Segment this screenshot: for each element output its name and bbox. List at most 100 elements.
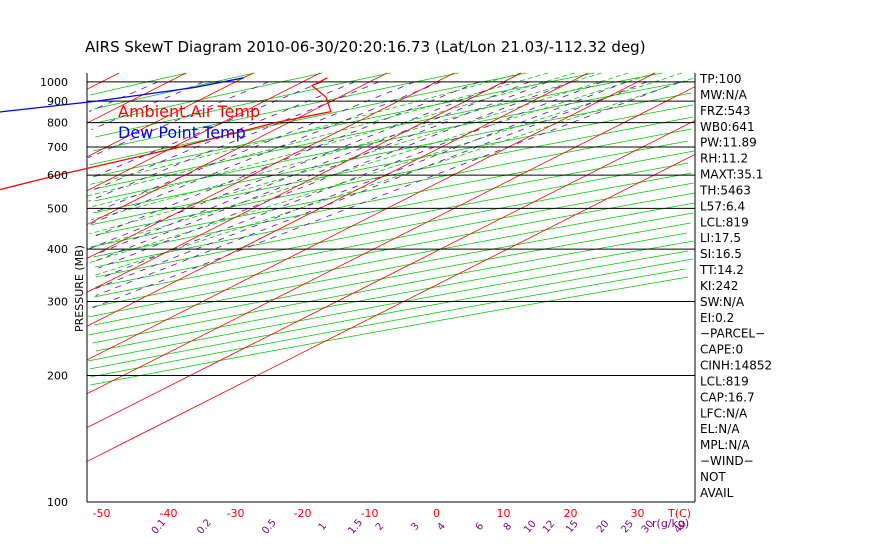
mixing-ratio-line	[92, 81, 627, 291]
bottom-temp-tick-label: 30	[631, 507, 645, 520]
dry-adiabat-line	[92, 232, 688, 344]
dry-adiabat-line	[95, 172, 692, 288]
pressure-tick-label: 200	[47, 370, 68, 383]
isotherm-line	[86, 72, 120, 90]
moist-adiabat-line	[93, 72, 656, 248]
moist-adiabat-line	[87, 72, 683, 264]
dry-adiabat-line	[89, 258, 693, 370]
pressure-tick-label: 400	[47, 243, 68, 256]
mixing-ratio-line	[98, 81, 572, 269]
stat-label: −WIND−	[700, 454, 754, 468]
stat-label: WB0:641	[700, 120, 755, 134]
mixing-ratio-line	[87, 81, 269, 159]
mixing-ratio-tick-label: 8	[502, 521, 515, 533]
bottom-temp-tick-label: -50	[93, 507, 111, 520]
dry-adiabat-line	[95, 162, 689, 278]
stat-label: LCL:819	[700, 374, 749, 388]
chart-title: AIRS SkewT Diagram 2010-06-30/20:20:16.7…	[85, 38, 646, 56]
mixing-ratio-line	[95, 81, 479, 237]
mixing-ratio-line	[95, 81, 648, 296]
stat-label: AVAIL	[700, 486, 734, 500]
mixing-ratio-line	[91, 81, 204, 130]
mixing-ratio-line	[90, 81, 355, 192]
dry-adiabat-line	[90, 128, 692, 248]
dry-adiabat-line	[92, 92, 692, 214]
mixing-ratio-line	[90, 81, 441, 224]
dry-adiabat-line	[90, 104, 694, 226]
bottom-temp-tick-label: 20	[564, 507, 578, 520]
stat-label: RH:11.2	[700, 152, 748, 166]
bottom-temp-tick-label: -20	[294, 507, 312, 520]
stat-label: CAPE:0	[700, 343, 743, 357]
isotherm-line	[86, 72, 388, 225]
legend-dew-point: Dew Point Temp	[118, 123, 246, 142]
stat-label: CAP:16.7	[700, 390, 755, 404]
mixing-ratio-line	[99, 81, 603, 280]
stat-label: PW:11.89	[700, 136, 757, 150]
stat-label: EI:0.2	[700, 311, 734, 325]
moist-adiabat-line	[89, 72, 629, 235]
dry-adiabat-line	[95, 116, 694, 236]
dry-adiabat-line	[93, 140, 689, 258]
stat-label: KI:242	[700, 279, 738, 293]
dry-adiabat-line	[95, 240, 694, 352]
bottom-temp-tick-label: -30	[227, 507, 245, 520]
mixing-ratio-line	[88, 81, 159, 112]
isotherm-line	[86, 72, 522, 293]
isotherm-line	[86, 72, 187, 124]
mixing-ratio-line	[90, 81, 322, 179]
air-temp-profile	[0, 77, 332, 191]
pressure-tick-label: 600	[47, 169, 68, 182]
bottom-temp-tick-label: 10	[497, 507, 511, 520]
isotherm-line	[86, 72, 254, 158]
dry-adiabat-line	[92, 72, 595, 178]
stat-label: L57:6.4	[700, 199, 745, 213]
dry-adiabat-line	[93, 72, 459, 152]
dry-adiabat-line	[95, 72, 391, 138]
pressure-tick-label: 800	[47, 117, 68, 130]
dew-point-profile	[0, 77, 244, 113]
isotherm-line	[86, 120, 696, 428]
stat-label: −PARCEL−	[700, 327, 765, 341]
dry-adiabat-line	[95, 72, 323, 124]
isotherm-line	[86, 72, 656, 361]
pressure-tick-label: 1000	[40, 76, 68, 89]
dry-adiabat-line	[93, 72, 663, 190]
bottom-temp-tick-label: -40	[160, 507, 178, 520]
stat-label: SI:16.5	[700, 247, 742, 261]
dry-adiabat-line	[91, 192, 695, 308]
stat-label: CINH:14852	[700, 359, 772, 373]
mixing-ratio-line	[92, 81, 680, 309]
legend: Ambient Air Temp Dew Point Temp	[118, 102, 260, 142]
mixing-ratio-line	[95, 81, 415, 213]
dry-adiabat-line	[93, 212, 694, 326]
moist-adiabat-line	[92, 77, 693, 277]
pressure-tick-label: 100	[47, 496, 68, 509]
isotherm-line	[86, 154, 696, 462]
stat-label: MAXT:35.1	[700, 168, 763, 182]
stat-label: LI:17.5	[700, 231, 741, 245]
stat-label: TH:5463	[699, 183, 751, 197]
mixing-ratio-tick-label: 3	[409, 521, 422, 533]
moist-adiabat-line	[86, 72, 549, 197]
mixing-ratio-unit-label: r(g/kg)	[652, 517, 689, 530]
isotherm-line	[86, 72, 589, 327]
stat-label: TT:14.2	[699, 263, 744, 277]
dry-adiabat-line	[88, 202, 695, 318]
mixing-ratio-tick-label: 4	[435, 521, 448, 533]
stat-label: LFC:N/A	[700, 406, 748, 420]
pressure-tick-label: 900	[47, 95, 68, 108]
stat-label: TP:100	[699, 72, 742, 86]
mixing-ratio-tick-label: 2	[374, 521, 387, 533]
temp-unit-label: T(C)	[667, 507, 691, 520]
bottom-temp-tick-label: -10	[361, 507, 379, 520]
legend-air-temp: Ambient Air Temp	[118, 102, 260, 121]
y-axis-label: PRESSURE (MB)	[73, 245, 86, 332]
dry-adiabat-line	[88, 72, 527, 166]
isotherm-line	[86, 72, 321, 192]
dry-adiabat-line	[87, 250, 689, 362]
stat-label: FRZ:543	[700, 104, 750, 118]
stat-label: NOT	[700, 470, 726, 484]
mixing-ratio-tick-label: 1	[317, 521, 330, 533]
